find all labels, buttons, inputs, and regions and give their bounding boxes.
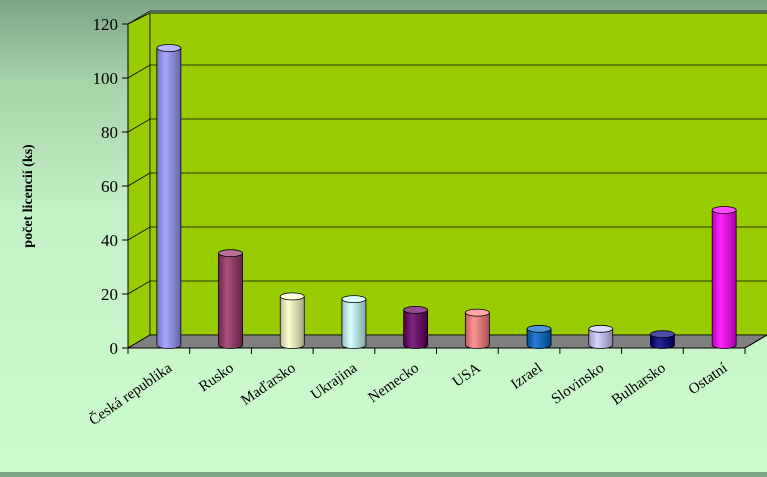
bar <box>588 324 614 349</box>
x-tick-labels: Česká republika Rusko Maďarsko Ukrajina Neme… <box>86 359 731 429</box>
bar-cap <box>218 249 243 258</box>
bar-cap <box>526 324 552 333</box>
bar-body <box>403 309 429 349</box>
gridlines <box>127 10 767 349</box>
bar <box>650 330 675 349</box>
gridline <box>127 10 767 25</box>
y-tick-label: 80 <box>101 123 118 142</box>
y-axis-label: počet licencií (ks) <box>21 144 36 248</box>
bar-cap <box>711 206 737 214</box>
bar-cap <box>588 324 614 333</box>
gridline <box>127 226 767 241</box>
bar-cap <box>403 305 429 314</box>
bar-cap <box>279 292 305 301</box>
bar-body <box>526 328 552 349</box>
bar-body <box>341 298 367 349</box>
bar-cap <box>650 330 675 339</box>
x-tick-label: Izrael <box>508 360 545 393</box>
bar-body <box>711 209 737 349</box>
bar <box>341 295 367 349</box>
bar-body <box>588 328 614 349</box>
bar-cap <box>341 295 367 304</box>
x-tick-label: USA <box>450 360 484 390</box>
bar-body <box>156 47 182 349</box>
gridline <box>127 118 767 133</box>
bar-cap <box>156 44 182 52</box>
bar-body <box>464 312 490 349</box>
gridline <box>127 64 767 79</box>
x-tick-label: Rusko <box>196 360 237 395</box>
bar <box>156 44 182 349</box>
gridline <box>127 172 767 187</box>
y-tick-label: 40 <box>101 231 118 250</box>
bar <box>711 206 737 349</box>
x-tick-label: Ostatní <box>686 360 731 398</box>
y-tick-label: 20 <box>101 285 118 304</box>
bar <box>279 292 305 349</box>
bars <box>156 44 737 349</box>
side-wall <box>127 12 151 349</box>
y-tick-label: 0 <box>110 339 119 358</box>
y-tick-label: 120 <box>93 15 119 34</box>
bar-body <box>279 296 305 349</box>
bar-cap <box>464 308 490 317</box>
x-tick-label: Česká republika <box>86 359 176 429</box>
y-tick-label: 60 <box>101 177 118 196</box>
gridline <box>127 280 767 295</box>
x-tick-label: Nemecko <box>366 360 422 406</box>
bar <box>526 324 552 349</box>
y-tick-label: 100 <box>93 69 119 88</box>
x-tick-label: Maďarsko <box>238 360 298 409</box>
y-tick-labels: 0 20 40 60 80 100 120 <box>93 15 119 358</box>
bar <box>218 249 243 349</box>
bar <box>403 305 429 349</box>
x-tick-label: Ukrajina <box>308 360 360 403</box>
bar-body <box>218 252 243 349</box>
bar <box>464 308 490 349</box>
bar-body <box>650 333 675 349</box>
floor-edge <box>744 334 767 349</box>
x-tick-label: Slovinsko <box>549 360 607 408</box>
x-tick-label: Bulharsko <box>609 360 669 408</box>
